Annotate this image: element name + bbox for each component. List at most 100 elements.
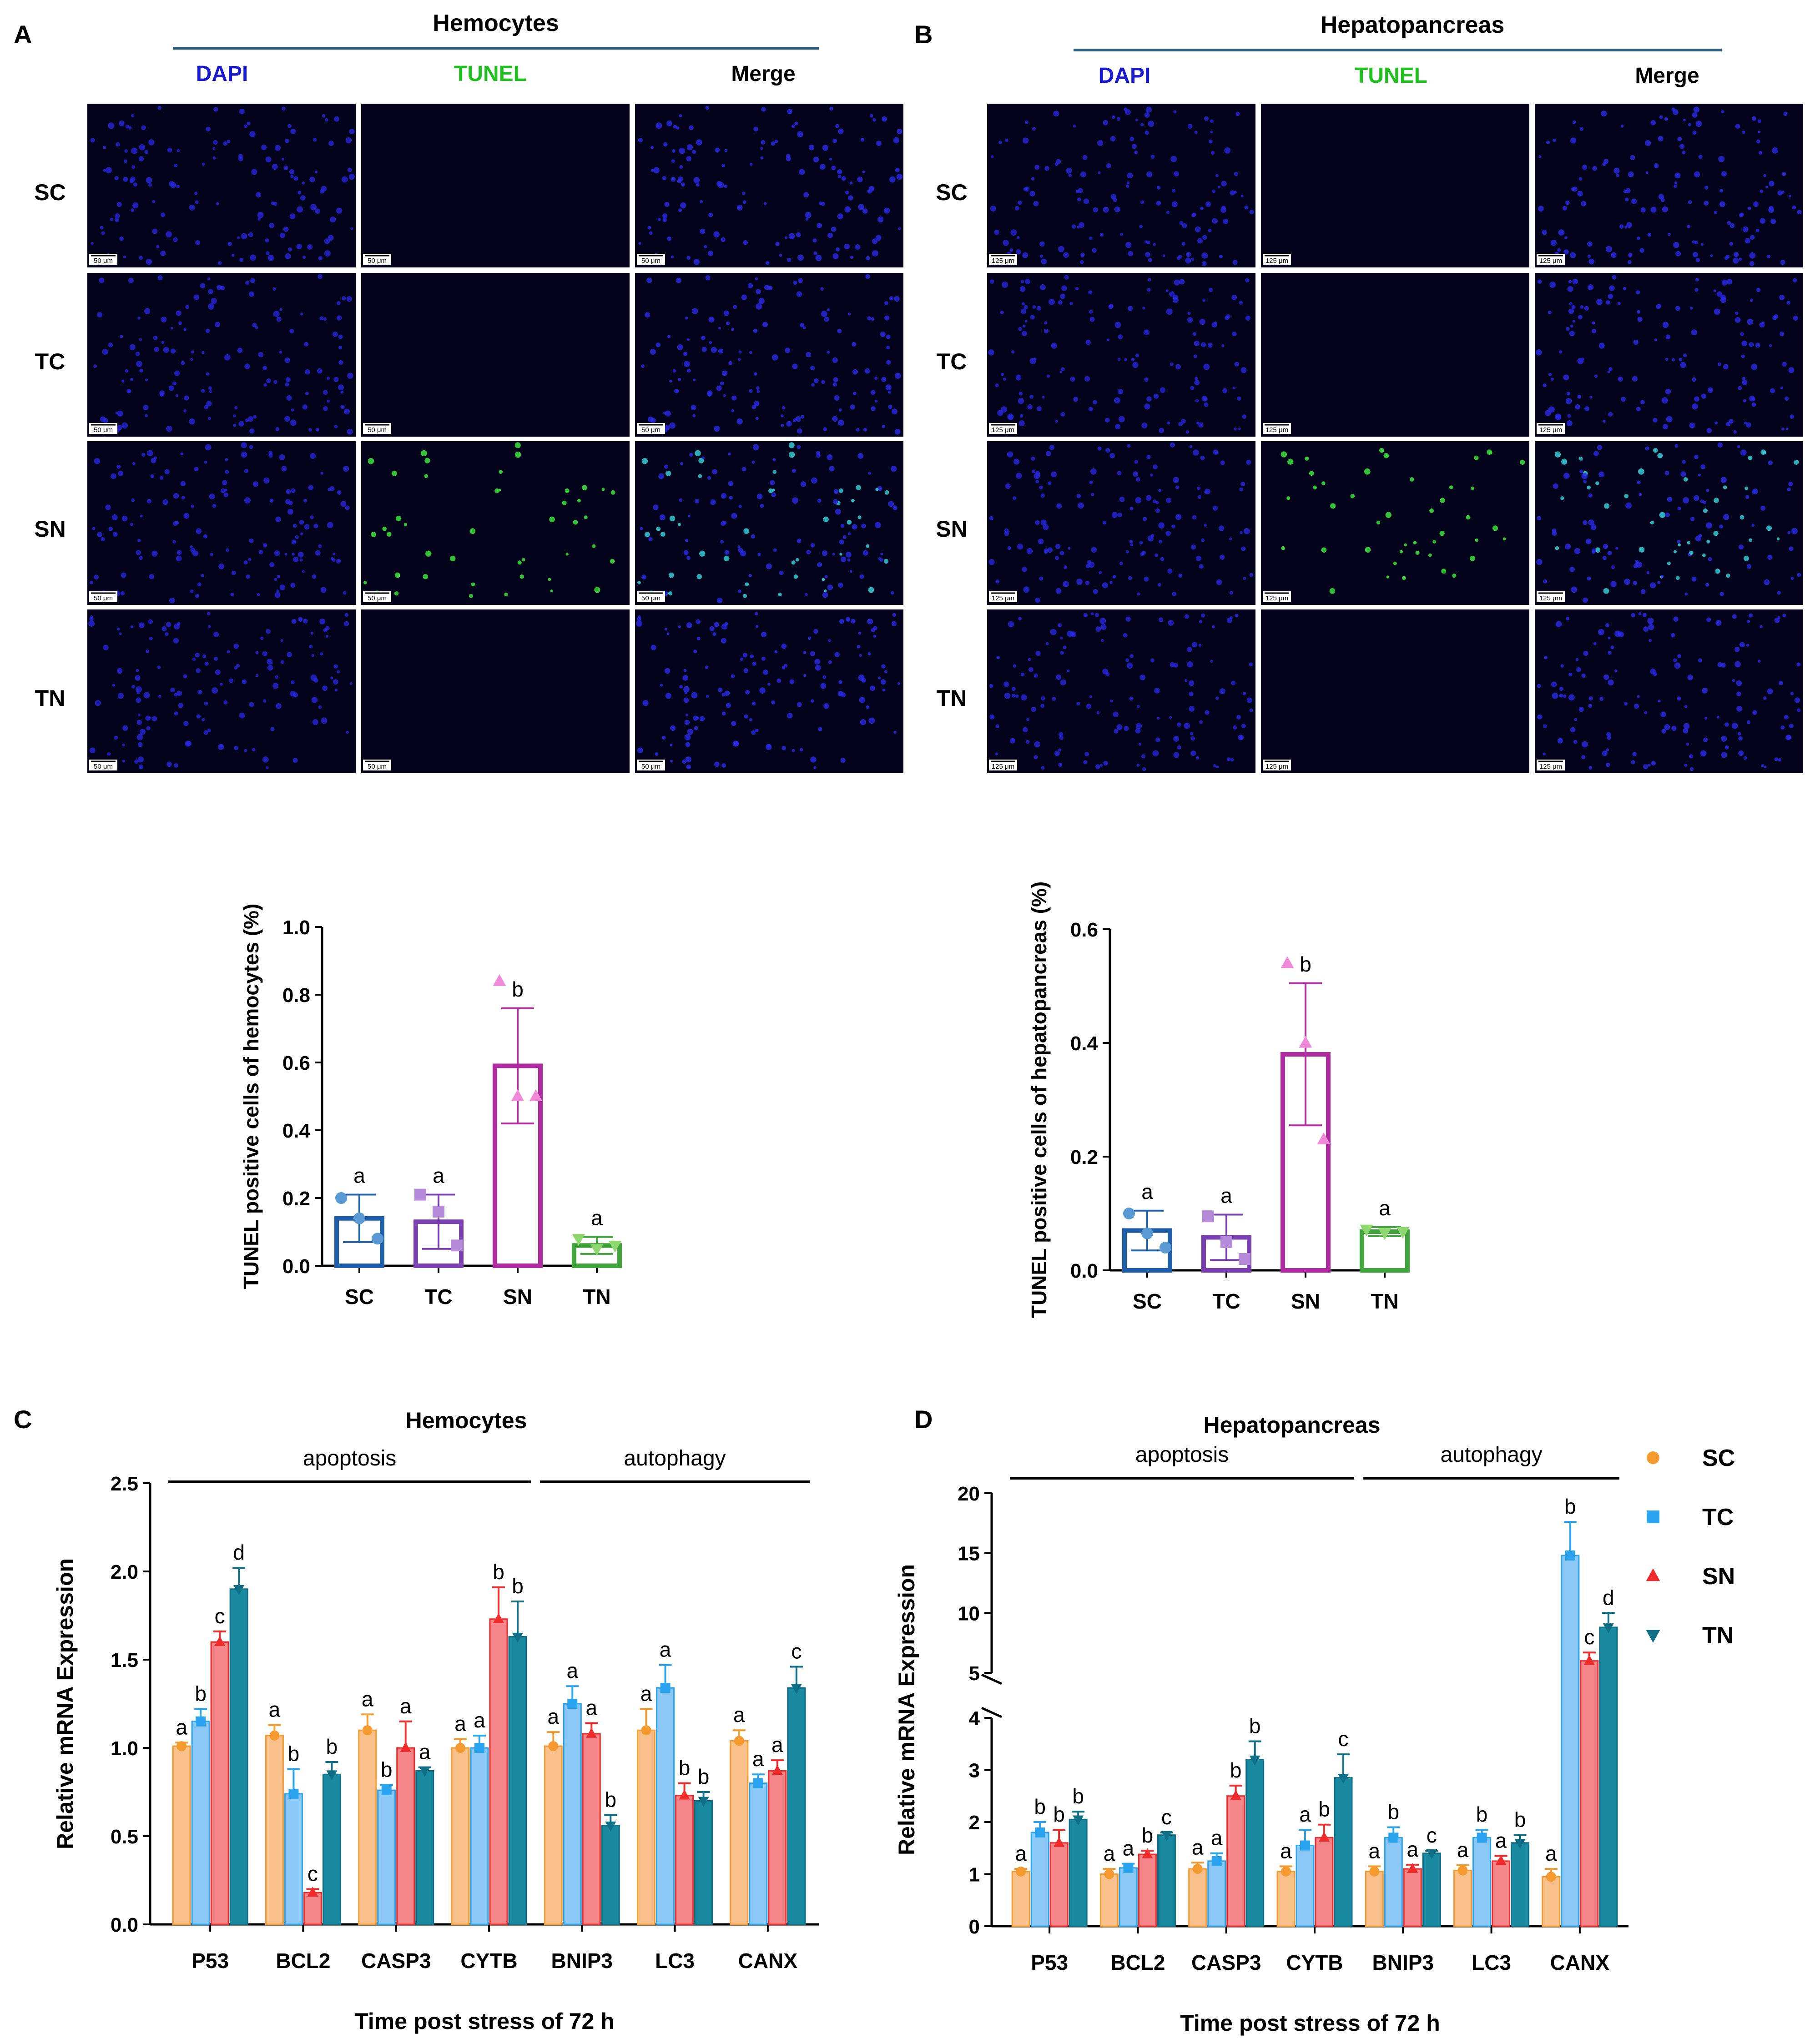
nucleus-dot [1135,477,1140,482]
nucleus-dot [347,167,352,172]
merge-dot [1797,210,1802,215]
micrograph-background [987,441,1255,605]
merge-dot [812,238,817,243]
nucleus-dot [266,251,270,255]
nucleus-dot [1156,186,1161,190]
nucleus-dot [1240,195,1244,198]
merge-dot [753,372,757,376]
nucleus-dot [1215,174,1219,177]
nucleus-dot [239,109,245,115]
merge-dot [1769,344,1772,347]
nucleus-dot [309,176,315,182]
merge-dot [1700,499,1704,503]
tunel-positive-dot [1281,451,1287,458]
merge-dot [1591,328,1597,333]
nucleus-dot [170,327,173,330]
merge-dot [1650,206,1657,213]
nucleus-dot [1145,106,1152,113]
nucleus-dot [272,683,279,689]
merge-dot [872,238,878,244]
merge-dot [1772,147,1779,154]
nucleus-dot [144,150,149,154]
merge-dot [892,613,897,617]
y-tick-label: 2.5 [111,1473,138,1495]
merge-dot [660,532,665,537]
nucleus-dot [310,631,314,635]
nucleus-dot [344,613,349,617]
merge-dot [782,406,786,410]
nucleus-dot [300,532,303,535]
merge-dot [1714,308,1720,315]
merge-dot [884,301,888,305]
merge-dot [894,373,901,379]
scale-bar-label: 125 μm [992,594,1014,602]
merge-dot [722,370,728,376]
nucleus-dot [157,106,161,110]
micrograph-background [635,273,903,437]
merge-dot [751,701,756,706]
merge-dot [1750,298,1754,302]
merge-dot [1794,697,1800,703]
merge-dot [685,713,688,717]
nucleus-dot [112,684,116,687]
merge-dot [804,593,808,596]
data-point [381,1785,392,1796]
nucleus-dot [1123,633,1128,638]
bar-tn-lc3 [694,1800,713,1925]
merge-dot [1608,293,1613,299]
nucleus-dot [136,550,141,555]
merge-dot [806,352,812,357]
tunel-positive-dot [382,527,387,531]
merge-dot [827,351,830,354]
merge-dot [837,169,842,175]
nucleus-dot [1013,664,1017,668]
x-tick-label-cytb: CYTB [1286,1951,1343,1974]
tunel-positive-dot [1474,455,1479,460]
data-point [734,1736,744,1746]
merge-dot [786,154,791,159]
merge-dot [839,539,844,545]
merge-dot [1584,406,1590,412]
nucleus-dot [110,217,113,221]
nucleus-dot [1232,260,1238,265]
merge-dot [663,142,668,147]
nucleus-dot [1210,660,1213,663]
micrograph-background [987,273,1255,437]
merge-dot [1797,708,1801,712]
merge-dot [803,651,807,654]
significance-letter: b [679,1756,691,1780]
nucleus-dot [1056,503,1062,509]
nucleus-dot [1117,512,1122,518]
nucleus-dot [122,725,128,731]
y-axis-label: TUNEL positive cells of hemocytes (%) [239,904,263,1289]
significance-letter: b [512,1574,524,1598]
nucleus-dot [274,145,281,151]
nucleus-dot [138,764,144,770]
merge-dot [1565,544,1571,550]
nucleus-dot [173,638,179,644]
nucleus-dot [196,714,201,719]
merge-dot [1674,172,1681,179]
nucleus-dot [340,501,347,507]
merge-dot [1689,307,1693,310]
nucleus-dot [101,537,105,542]
micrograph-tn-tunel: 125 μm [1261,609,1529,773]
nucleus-dot [1110,700,1113,703]
nucleus-dot [1165,289,1169,292]
nucleus-dot [323,390,328,395]
nucleus-dot [165,632,169,636]
merge-dot [1632,752,1637,756]
nucleus-dot [130,378,134,382]
tunel-positive-dot [1287,458,1294,465]
nucleus-dot [183,513,190,519]
merge-dot [1592,166,1597,171]
merge-dot [1677,654,1682,658]
merge-dot [667,335,671,338]
micrograph-tc-merge: 50 μm [635,273,903,437]
merge-dot [1746,644,1749,647]
nucleus-dot [135,352,140,356]
merge-dot [1683,728,1689,734]
merge-dot [1583,479,1587,483]
nucleus-dot [146,177,152,184]
merge-dot [816,451,821,455]
